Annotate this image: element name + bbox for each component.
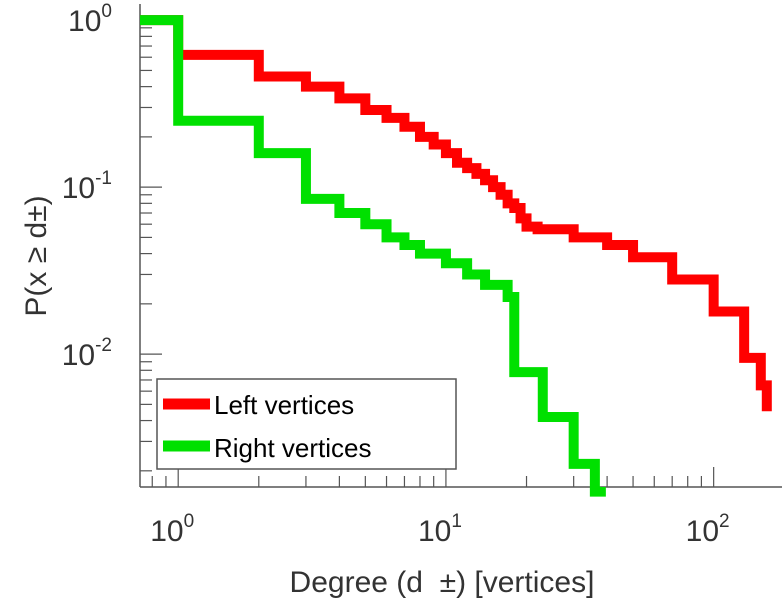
x-tick-label: 102 (686, 511, 730, 548)
legend-label-right-vertices: Right vertices (214, 433, 372, 463)
y-axis-label: P(x ≥ d±) (20, 195, 53, 316)
plot-axes (139, 4, 782, 488)
series-layer (140, 15, 772, 497)
y-tick-label: 10-1 (62, 168, 112, 205)
y-tick-label: 10-2 (62, 335, 112, 372)
x-tick-label: 100 (150, 511, 194, 548)
legend-box (156, 378, 457, 470)
x-tick-label: 101 (418, 511, 462, 548)
legend: Left vertices Right vertices (156, 378, 457, 470)
x-axis-label: Degree (d ±) [vertices] (290, 566, 595, 599)
tick-labels: 100 101 102 100 10-1 10-2 (62, 1, 730, 548)
legend-label-left-vertices: Left vertices (214, 390, 354, 420)
series-line-right-vertices (140, 15, 606, 497)
y-tick-label: 100 (68, 1, 112, 38)
series-line-left-vertices (140, 15, 772, 412)
